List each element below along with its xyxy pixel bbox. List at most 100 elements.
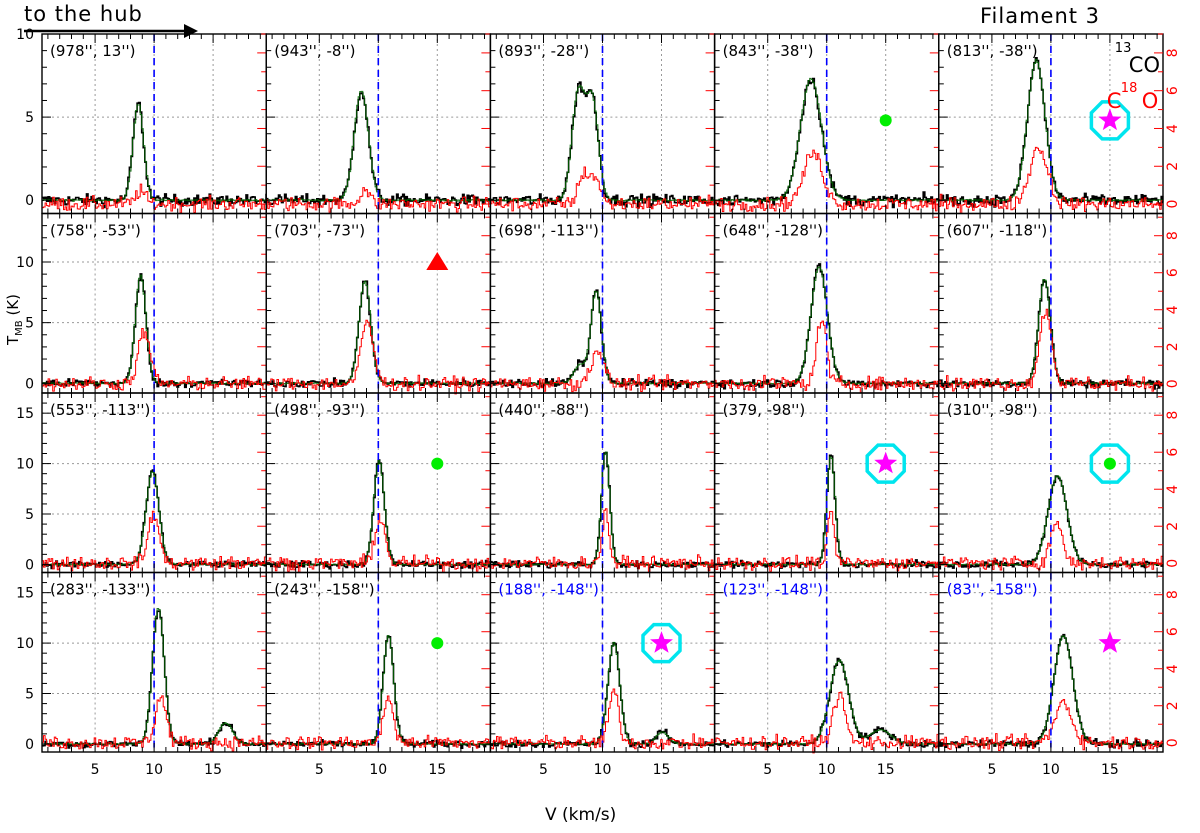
position-label: (843'', -38'') [723, 42, 814, 60]
spectrum-panel: 0 2 4 6 8 (310'', -98'') [938, 392, 1181, 574]
position-label: (283'', -133'') [50, 581, 150, 599]
spectrum-13co-fit [266, 90, 491, 202]
y-tick-label-right: 4 [1165, 485, 1181, 494]
x-tick-label: 10 [369, 762, 387, 778]
y-tick-label-right: 6 [1165, 268, 1181, 277]
position-label: (440'', -88'') [498, 401, 589, 419]
spectrum-c18o [938, 699, 1164, 751]
y-tick-label-right: 2 [1165, 522, 1181, 531]
spectrum-panel: 0 2 4 6 8 (813'', -38'') [938, 33, 1181, 215]
x-tick-label: 10 [145, 762, 163, 778]
spectrum-panel: 0 2 4 6 8 (607'', -118'') [938, 212, 1181, 394]
legend-c18o-c: C [1107, 89, 1122, 113]
position-label: (698'', -113'') [498, 222, 598, 240]
y-tick-label-right: 8 [1165, 590, 1181, 599]
y-tick-label-right: 0 [1165, 379, 1181, 388]
spectrum-c18o [42, 695, 267, 752]
y-tick-label-left: 5 [25, 110, 34, 126]
legend-c18o-super: 18 [1121, 81, 1138, 96]
y-tick-label-left: 15 [16, 406, 34, 422]
y-tick-label-right: 0 [1165, 200, 1181, 209]
x-axis-label: V (km/s) [545, 805, 617, 825]
y-tick-label-left: 10 [16, 457, 34, 473]
position-label: (893'', -28'') [498, 42, 589, 60]
star-marker [650, 631, 673, 653]
y-tick-label-left: 0 [25, 557, 34, 573]
y-tick-label-right: 0 [1165, 738, 1181, 747]
x-tick-label: 15 [204, 762, 222, 778]
y-tick-label-right: 2 [1165, 701, 1181, 710]
position-label: (243'', -158'') [274, 581, 374, 599]
y-tick-label-right: 4 [1165, 124, 1181, 133]
x-tick-label: 15 [428, 762, 446, 778]
y-tick-label-right: 0 [1165, 559, 1181, 568]
spectrum-c18o [266, 187, 491, 213]
spectrum-c18o [42, 328, 267, 392]
position-label: (607'', -118'') [947, 222, 1047, 240]
position-label: (553'', -113'') [50, 401, 150, 419]
octagon-ring-marker [865, 443, 906, 484]
y-tick-label-right: 4 [1165, 664, 1181, 673]
y-tick-label-left: 10 [16, 27, 34, 43]
x-tick-label: 10 [818, 762, 836, 778]
green-dot-marker [1103, 457, 1116, 470]
x-tick-label: 10 [1042, 762, 1060, 778]
spectrum-c18o [42, 510, 267, 572]
green-dot-marker [879, 114, 892, 127]
triangle-marker [426, 252, 449, 271]
position-label: (498'', -93'') [274, 401, 365, 419]
y-tick-label-right: 2 [1165, 342, 1181, 351]
y-tick-label-left: 5 [25, 687, 34, 703]
x-tick-label: 5 [539, 762, 548, 778]
octagon-ring-marker [641, 622, 682, 664]
x-tick-label: 5 [763, 762, 772, 778]
spectrum-panel: 0 5 10 15 5 10 15 (283'', -133'') [16, 571, 267, 778]
x-tick-label: 5 [91, 762, 100, 778]
hub-arrow-head [184, 24, 198, 38]
star-marker [1098, 631, 1122, 653]
y-tick-label-left: 0 [25, 376, 34, 392]
spectrum-panel: (440'', -88'') [489, 392, 716, 574]
spectrum-c18o [938, 308, 1164, 392]
octagon-ring-marker [1089, 100, 1131, 141]
y-tick-label-right: 8 [1165, 411, 1181, 420]
y-tick-label-left: 5 [25, 507, 34, 523]
spectrum-c18o [714, 149, 940, 212]
position-label: (379, -98'') [723, 401, 806, 419]
spectrum-13co [938, 279, 1164, 390]
spectrum-13co-fit [938, 58, 1164, 202]
position-label: (310'', -98'') [947, 401, 1038, 419]
spectrum-panel: (703'', -73'') [265, 212, 492, 395]
spectrum-13co-fit [42, 104, 267, 202]
spectrum-13co [938, 57, 1164, 208]
green-dot-marker [431, 457, 444, 470]
y-tick-label-left: 10 [16, 636, 34, 652]
x-tick-label: 15 [653, 762, 671, 778]
y-tick-label-right: 6 [1165, 448, 1181, 457]
legend-13co: CO [1129, 53, 1160, 77]
spectrum-13co-fit [714, 77, 940, 202]
spectrum-c18o [42, 183, 267, 214]
spectrum-panel: 0 5 10 (758'', -53'') [16, 212, 267, 394]
star-marker [874, 451, 898, 474]
y-tick-label-right: 8 [1165, 231, 1181, 240]
green-dot-marker [431, 637, 444, 650]
spectrum-panel: (943'', -8'') [265, 33, 492, 215]
x-tick-label: 5 [315, 762, 324, 778]
x-tick-label: 5 [987, 762, 996, 778]
y-tick-label-right: 2 [1165, 162, 1181, 171]
position-label: (83'', -158'') [947, 581, 1038, 599]
y-tick-label-right: 6 [1165, 627, 1181, 636]
spectrum-13co-fit [714, 659, 940, 745]
position-label: (703'', -73'') [274, 222, 365, 240]
star-marker [1098, 108, 1122, 131]
y-tick-label-left: 0 [25, 193, 34, 209]
y-tick-label-left: 0 [25, 737, 34, 753]
x-tick-label: 10 [594, 762, 612, 778]
position-label: (758'', -53'') [50, 222, 141, 240]
legend-13co-super: 13 [1115, 41, 1132, 56]
spectrum-panel: (698'', -113'') [489, 212, 716, 394]
spectrum-panel: (498'', -93'') [265, 392, 492, 574]
